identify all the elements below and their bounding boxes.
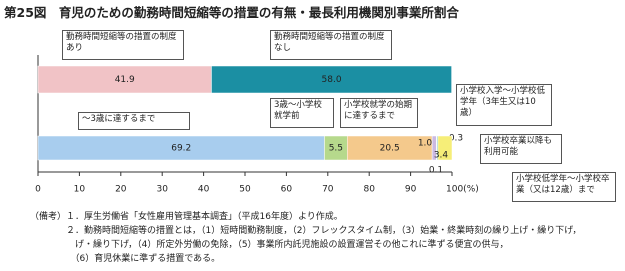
value-label: 58.0 bbox=[322, 75, 342, 85]
series-label: 小学校入学～小学校低学年（3年生又は10歳） bbox=[456, 84, 552, 126]
chart: 0 10 20 30 40 50 60 70 80 90 100(%) 41.9 58.0 69.2 5.5… bbox=[35, 55, 479, 195]
chart-title: 第25図 育児のための勤務時間短縮等の措置の有無・最長利用機関別事業所割合 bbox=[4, 5, 459, 20]
note-line: げ・繰り下げ，（4）所定外労働の免除，（5）事業所内託児施設の設置運営その他これ… bbox=[30, 240, 509, 250]
notes: （備考）１．厚生労働省「女性雇用管理基本調査」（平成16年度）より作成。 ２．勤… bbox=[30, 210, 581, 266]
value-label: 20.5 bbox=[380, 144, 400, 154]
x-tick-label: 0 bbox=[35, 185, 41, 195]
series-label: 小学校卒業以降も利用可能 bbox=[480, 134, 562, 164]
x-tick-label: 50 bbox=[239, 185, 251, 195]
series-label: ～3歳に達するまで bbox=[78, 112, 190, 130]
series-label: 小学校就学の始期に達するまで bbox=[340, 98, 418, 128]
x-tick-label: 90 bbox=[405, 185, 417, 195]
value-label: 0.3 bbox=[449, 134, 463, 144]
bar-segment bbox=[211, 65, 452, 94]
value-label: 5.5 bbox=[329, 144, 343, 154]
value-label: 41.9 bbox=[115, 75, 135, 85]
value-label: 1.0 bbox=[418, 139, 433, 149]
series-label: 3歳～小学校就学前 bbox=[270, 98, 334, 128]
series-label: 小学校低学年～小学校卒業（又は12歳）まで bbox=[512, 172, 616, 202]
note-line: （備考）１．厚生労働省「女性雇用管理基本調査」（平成16年度）より作成。 bbox=[30, 212, 343, 222]
x-tick-label: 10 bbox=[74, 185, 86, 195]
bar-segment bbox=[347, 135, 433, 161]
bar-segment bbox=[437, 135, 453, 161]
note-line: （6）育児休業に準ずる措置である。 bbox=[30, 254, 221, 264]
bar-segment bbox=[37, 135, 325, 161]
series-label: 勤務時間短縮等の措置の制度なし bbox=[270, 30, 392, 60]
x-tick-label: 20 bbox=[115, 185, 127, 195]
x-tick-label: 100(%) bbox=[446, 185, 479, 195]
x-tick-label: 30 bbox=[156, 185, 168, 195]
x-tick-label: 70 bbox=[322, 185, 334, 195]
x-tick-label: 80 bbox=[363, 185, 375, 195]
value-label: 69.2 bbox=[171, 144, 191, 154]
value-label: 0.1 bbox=[429, 166, 443, 176]
value-label: 3.4 bbox=[434, 151, 449, 161]
x-tick-label: 60 bbox=[281, 185, 293, 195]
series-label: 勤務時間短縮等の措置の制度あり bbox=[62, 30, 184, 60]
x-tick-label: 40 bbox=[198, 185, 210, 195]
note-line: ２．勤務時間短縮等の措置とは，（1）短時間勤務制度，（2）フレックスタイム制，（… bbox=[30, 226, 582, 236]
